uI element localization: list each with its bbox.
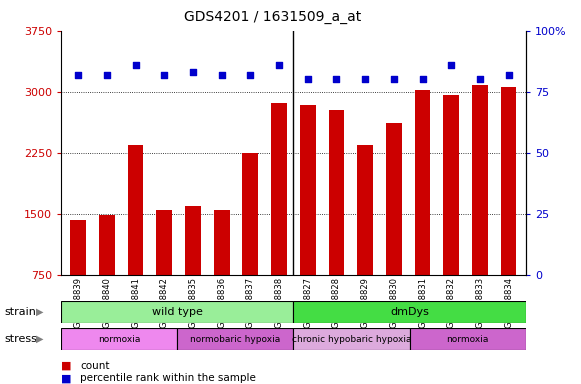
- Point: [360, 76, 370, 83]
- Point: [418, 76, 427, 83]
- Text: wild type: wild type: [152, 307, 203, 317]
- Point: [447, 62, 456, 68]
- Bar: [70, 220, 86, 275]
- Text: ■: ■: [61, 361, 71, 371]
- Bar: [357, 145, 373, 275]
- Bar: [128, 144, 144, 275]
- Point: [217, 71, 227, 78]
- Text: normobaric hypoxia: normobaric hypoxia: [190, 334, 281, 344]
- Point: [246, 71, 255, 78]
- Bar: [293, 328, 410, 350]
- Point: [188, 69, 198, 75]
- Text: ▶: ▶: [36, 334, 43, 344]
- Point: [102, 71, 112, 78]
- Point: [274, 62, 284, 68]
- Bar: [415, 90, 431, 275]
- Point: [475, 76, 485, 83]
- Bar: [300, 105, 315, 275]
- Point: [332, 76, 341, 83]
- Text: dmDys: dmDys: [390, 307, 429, 317]
- Bar: [386, 123, 401, 275]
- Text: normoxia: normoxia: [447, 334, 489, 344]
- Bar: [501, 87, 517, 275]
- Point: [131, 62, 140, 68]
- Bar: [328, 109, 345, 275]
- Bar: [242, 153, 259, 275]
- Bar: [99, 215, 115, 275]
- Text: GDS4201 / 1631509_a_at: GDS4201 / 1631509_a_at: [184, 10, 362, 23]
- Text: ■: ■: [61, 373, 71, 383]
- Bar: [410, 328, 526, 350]
- Bar: [443, 95, 459, 275]
- Bar: [61, 328, 177, 350]
- Bar: [271, 103, 287, 275]
- Text: chronic hypobaric hypoxia: chronic hypobaric hypoxia: [292, 334, 411, 344]
- Point: [303, 76, 313, 83]
- Point: [74, 71, 83, 78]
- Bar: [185, 206, 201, 275]
- Text: normoxia: normoxia: [98, 334, 140, 344]
- Bar: [177, 328, 293, 350]
- Point: [504, 71, 513, 78]
- Point: [389, 76, 399, 83]
- Bar: [214, 210, 229, 275]
- Text: ▶: ▶: [36, 307, 43, 317]
- Text: stress: stress: [5, 334, 38, 344]
- Text: count: count: [80, 361, 110, 371]
- Text: strain: strain: [5, 307, 37, 317]
- Bar: [61, 301, 293, 323]
- Point: [160, 71, 169, 78]
- Bar: [472, 85, 488, 275]
- Bar: [156, 210, 172, 275]
- Bar: [293, 301, 526, 323]
- Text: percentile rank within the sample: percentile rank within the sample: [80, 373, 256, 383]
